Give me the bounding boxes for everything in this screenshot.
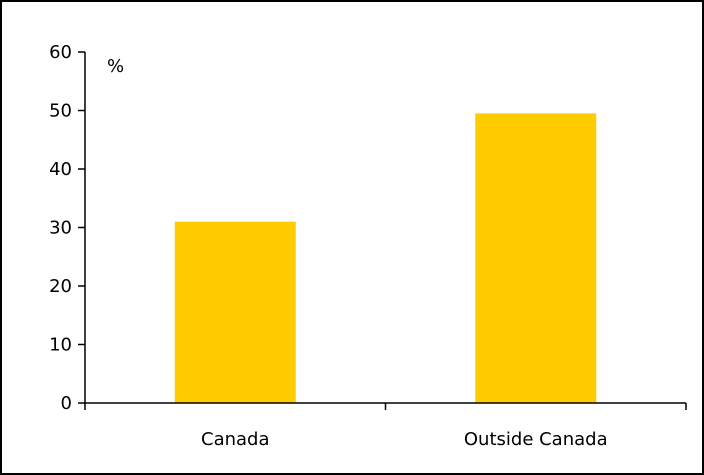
y-tick-label: 30	[49, 218, 72, 239]
x-tick-label: Canada	[201, 429, 270, 450]
bars	[174, 113, 597, 404]
x-tick-label: Outside Canada	[464, 429, 608, 450]
y-tick-label: 50	[49, 101, 72, 122]
bar	[174, 221, 296, 403]
y-axis-unit-label: %	[107, 56, 124, 77]
y-tick-label: 40	[49, 159, 72, 180]
y-tick-label: 10	[49, 335, 72, 356]
bar	[475, 113, 597, 404]
y-tick-label: 60	[49, 42, 72, 63]
y-tick-label: 0	[61, 393, 72, 414]
y-axis-tick-labels: 0 10 20 30 40 50 60	[49, 42, 72, 414]
y-axis-ticks	[78, 51, 85, 404]
y-tick-label: 20	[49, 276, 72, 297]
x-axis-tick-labels: Canada Outside Canada	[201, 429, 608, 450]
x-axis-ticks	[84, 403, 687, 410]
